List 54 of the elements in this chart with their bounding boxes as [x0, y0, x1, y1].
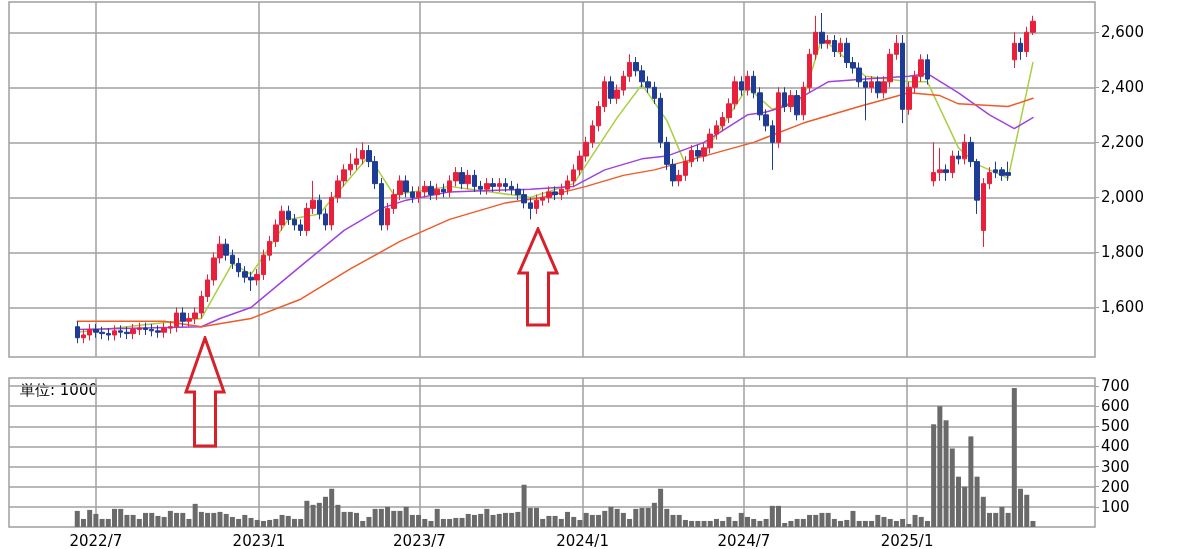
y-tick-label: 600 [1101, 397, 1130, 416]
candlestick [434, 183, 440, 201]
y-tick-label: 200 [1101, 477, 1130, 496]
annotation: 単位: 1000 [20, 380, 98, 399]
candlestick [1012, 31, 1017, 69]
candlestick [75, 320, 80, 344]
candlestick [428, 180, 434, 201]
candlestick [788, 89, 794, 113]
x-tick-label: 2022/7 [69, 531, 123, 549]
y-tick-label: 300 [1101, 457, 1130, 476]
y-tick-label: 400 [1101, 437, 1130, 456]
y-tick-label: 2,200 [1101, 133, 1144, 152]
candlestick [484, 177, 490, 196]
candlestick [441, 183, 446, 198]
y-tick-label: 500 [1101, 417, 1130, 436]
candlestick [925, 53, 930, 86]
candlestick [875, 75, 881, 99]
candlestick [869, 75, 874, 94]
x-tick-label: 2023/1 [232, 531, 286, 549]
candlestick [900, 34, 905, 124]
y-tick-label: 1,600 [1101, 298, 1144, 317]
candlestick [1018, 37, 1023, 61]
candlestick [459, 166, 465, 190]
candlestick [776, 86, 781, 149]
x-tick-label: 2023/7 [393, 531, 446, 549]
candlestick [497, 177, 502, 193]
y-tick-label: 2,400 [1101, 78, 1144, 97]
y-tick-label: 1,800 [1101, 243, 1144, 262]
y-tick-label: 700 [1101, 377, 1130, 396]
candlestick [552, 185, 558, 201]
candlestick [838, 37, 843, 58]
y-tick-label: 100 [1101, 497, 1130, 516]
candlestick [180, 306, 186, 328]
candlestick [745, 70, 750, 97]
candlestick [490, 177, 496, 193]
y-tick-label: 2,000 [1101, 188, 1144, 207]
candlestick [794, 89, 800, 121]
x-tick-label: 2025/1 [880, 531, 934, 549]
y-tick-label: 2,600 [1101, 23, 1144, 42]
candlestick [950, 150, 955, 179]
candlestick [962, 133, 967, 165]
candlestick [956, 150, 961, 165]
candlestick [819, 12, 825, 50]
x-tick-label: 2024/7 [717, 531, 771, 549]
candlestick [943, 163, 949, 182]
candlestick [465, 169, 471, 190]
candlestick [825, 34, 831, 50]
candlestick [782, 86, 787, 113]
candlestick [739, 75, 744, 97]
candlestick [695, 144, 701, 163]
candlestick [608, 75, 614, 105]
candlestick [832, 34, 837, 58]
x-tick-label: 2024/1 [556, 531, 609, 549]
candlestick [112, 324, 117, 341]
